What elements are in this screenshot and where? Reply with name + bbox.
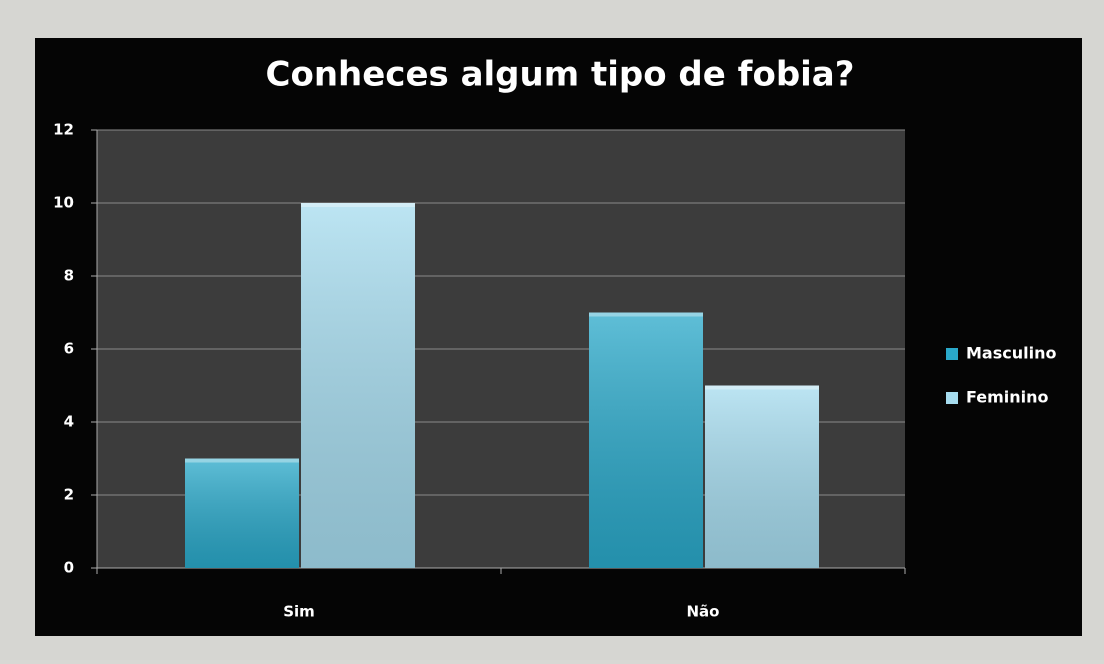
y-tick-label: 10 (53, 194, 74, 212)
chart-title: Conheces algum tipo de fobia? (266, 55, 855, 95)
bar-shade (301, 203, 415, 568)
x-tick-label: Não (687, 603, 720, 621)
x-tick-label: Sim (283, 603, 315, 621)
bar-shade (705, 385, 819, 568)
bar-highlight (301, 203, 415, 207)
y-tick-label: 12 (53, 121, 74, 139)
legend-swatch (946, 348, 958, 360)
y-tick-label: 6 (64, 340, 74, 358)
bar-shade (589, 312, 703, 568)
bar-highlight (705, 385, 819, 390)
y-tick-label: 4 (64, 413, 74, 431)
y-tick-label: 8 (64, 267, 74, 285)
y-tick-label: 2 (64, 486, 74, 504)
bar-highlight (589, 312, 703, 317)
legend-swatch (946, 392, 958, 404)
bar-shade (185, 458, 299, 568)
legend-label: Masculino (966, 344, 1056, 363)
legend-label: Feminino (966, 388, 1049, 407)
y-tick-label: 0 (64, 559, 74, 577)
bar-highlight (185, 458, 299, 463)
